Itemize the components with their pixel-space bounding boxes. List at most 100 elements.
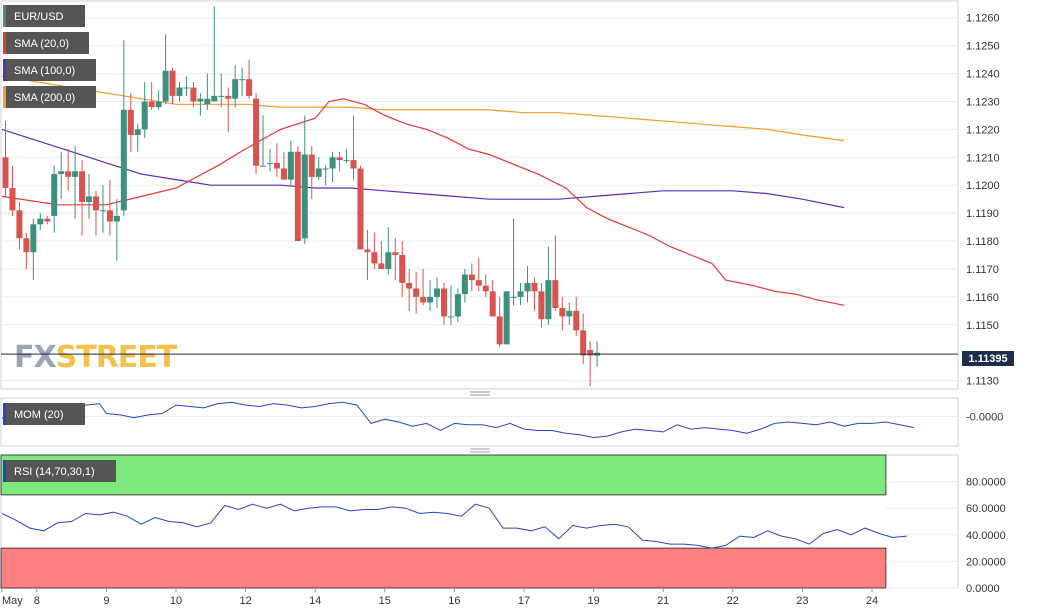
sma100-line	[1, 128, 845, 209]
candle	[253, 93, 260, 175]
candlestick-series	[2, 6, 601, 387]
candle	[329, 151, 336, 183]
candle	[260, 115, 267, 167]
indicator-tag-sma200[interactable]: SMA (200,0)	[3, 86, 96, 108]
candle-body	[65, 171, 72, 177]
x-tick-label: 19	[587, 595, 599, 607]
x-tick-label: 16	[448, 595, 460, 607]
indicator-tag-mom[interactable]: MOM (20)	[3, 403, 85, 425]
x-tick-label: 15	[379, 595, 391, 607]
candle-body	[176, 87, 183, 96]
candle-body	[30, 224, 37, 253]
candle-body	[350, 160, 357, 169]
candle	[134, 123, 141, 152]
indicator-tag-sma100[interactable]: SMA (100,0)	[3, 59, 96, 81]
candle-body	[253, 98, 260, 166]
candle-body	[197, 98, 204, 102]
candle-body	[378, 263, 385, 269]
sma200-line	[1, 75, 845, 142]
price-axis-ticks: 1.1260 1.1250 1.1240 1.1230 1.1220 1.1210 1.12…	[966, 13, 1000, 388]
candle-body	[559, 308, 566, 317]
candle-body	[524, 282, 531, 292]
candle	[475, 257, 482, 292]
candle	[531, 277, 538, 311]
candle-body	[218, 95, 225, 97]
candle-body	[120, 109, 127, 211]
candle	[197, 93, 204, 116]
price-tick-label: 1.1240	[966, 69, 1000, 81]
candle-body	[99, 210, 106, 212]
candle-body	[232, 79, 239, 99]
candle	[392, 238, 399, 281]
candle	[440, 282, 447, 325]
candle	[406, 268, 413, 311]
candle-body	[538, 291, 545, 320]
candle-body	[447, 316, 454, 318]
candle-body	[294, 151, 301, 242]
rsi-overbought-zone	[0, 454, 887, 496]
candle	[280, 151, 287, 180]
candle	[79, 160, 86, 236]
candle	[287, 140, 294, 186]
indicator-tag-sma20[interactable]: SMA (20,0)	[3, 32, 89, 54]
candle-body	[587, 349, 594, 356]
candle	[489, 280, 496, 317]
candle-body	[454, 294, 461, 317]
mom-axis-ticks: -0.0000	[966, 411, 1003, 423]
candle	[106, 179, 113, 236]
candle	[503, 291, 510, 345]
candle-body	[440, 288, 447, 317]
candle-body	[44, 218, 51, 222]
candle-body	[427, 296, 434, 303]
candle-body	[58, 171, 65, 175]
candle-body	[357, 168, 364, 250]
candle	[357, 165, 364, 250]
candle	[454, 288, 461, 323]
candle	[496, 296, 503, 348]
price-tick-label: 1.1260	[966, 13, 1000, 25]
candle	[378, 241, 385, 269]
panel-resize-handle[interactable]	[470, 448, 490, 453]
candle	[44, 215, 51, 225]
candle	[413, 271, 420, 314]
candle-body	[475, 280, 482, 286]
candle	[538, 282, 545, 328]
candle-body	[246, 79, 253, 96]
rsi-line	[1, 503, 907, 549]
candle	[308, 146, 315, 200]
rsi-oversold-zone	[0, 547, 887, 589]
indicator-tag-rsi[interactable]: RSI (14,70,30,1)	[3, 460, 116, 482]
candle-body	[225, 95, 232, 99]
candle-body	[392, 252, 399, 256]
x-tick-label: 10	[170, 595, 182, 607]
candle-body	[239, 79, 246, 81]
candle	[2, 121, 9, 197]
candle-body	[322, 168, 329, 170]
candle	[559, 296, 566, 331]
candle-body	[573, 310, 580, 331]
candle	[232, 65, 239, 108]
x-tick-label: 22	[727, 595, 739, 607]
candle-body	[336, 157, 343, 161]
candle-body	[531, 282, 538, 292]
symbol-tag[interactable]: EUR/USD	[3, 5, 85, 27]
panel-resize-handle[interactable]	[470, 391, 490, 396]
candle-body	[79, 171, 86, 202]
watermark-logo: FXSTREET	[14, 340, 178, 375]
candle	[385, 227, 392, 275]
candle	[524, 266, 531, 303]
candle	[169, 67, 176, 105]
price-tick-label: 1.1210	[966, 152, 1000, 164]
candle-body	[37, 218, 44, 225]
candle-body	[371, 252, 378, 264]
rsi-tick-label: 0.0000	[966, 583, 1000, 595]
candle-body	[503, 291, 510, 345]
candle-body	[127, 109, 134, 135]
candle-body	[86, 196, 93, 202]
price-tick-label: 1.1190	[966, 208, 999, 220]
candle-body	[190, 87, 197, 102]
candle-body	[364, 249, 371, 253]
price-tick-label: 1.1160	[966, 292, 999, 304]
x-tick-label: 23	[796, 595, 808, 607]
candle-body	[434, 288, 441, 297]
